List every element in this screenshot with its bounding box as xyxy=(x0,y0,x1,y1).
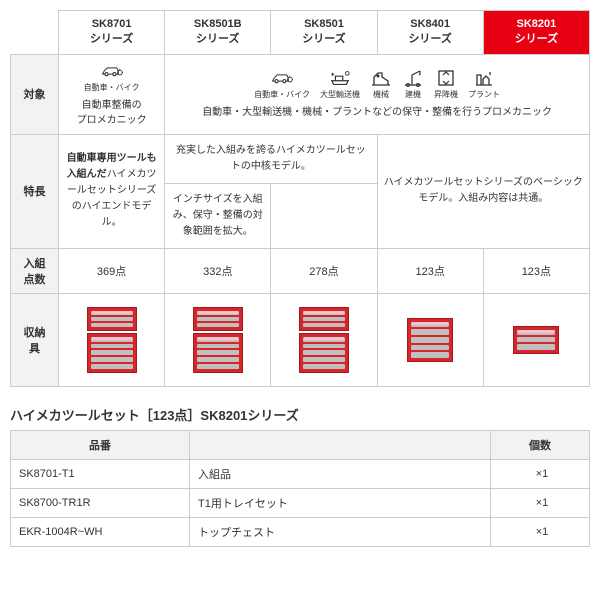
row-target-label: 対象 xyxy=(11,54,59,134)
count-0: 369点 xyxy=(59,248,165,293)
parts-row: SK8700-TR1RT1用トレイセット×1 xyxy=(11,488,590,517)
part-qty: ×1 xyxy=(491,517,590,546)
target-merged: 自動車・バイク 大型輸送機 機械 建機 昇降機 プラント 自動車・大型輸送機・機… xyxy=(165,54,590,134)
feature-sk8501b-bottom: インチサイズを入組み、保守・整備の対象範囲を拡大。 xyxy=(165,183,271,248)
robot-icon: 機械 xyxy=(370,68,392,101)
storage-4 xyxy=(483,293,589,386)
part-name: トップチェスト xyxy=(190,517,491,546)
series-comparison-table: SK8701シリーズ SK8501Bシリーズ SK8501シリーズ SK8401… xyxy=(10,10,590,387)
part-qty: ×1 xyxy=(491,488,590,517)
part-qty: ×1 xyxy=(491,459,590,488)
col-sk8201: SK8201シリーズ xyxy=(483,11,589,55)
part-no: SK8701-T1 xyxy=(11,459,190,488)
parts-row: EKR-1004R~WHトップチェスト×1 xyxy=(11,517,590,546)
feature-basic: ハイメカツールセットシリーズのベーシックモデル。入組み内容は共通。 xyxy=(377,134,589,248)
crane-icon: 建機 xyxy=(402,68,424,101)
storage-3 xyxy=(377,293,483,386)
count-4: 123点 xyxy=(483,248,589,293)
count-2: 278点 xyxy=(271,248,377,293)
part-name: 入組品 xyxy=(190,459,491,488)
parts-col-part: 品番 xyxy=(11,430,190,459)
storage-0 xyxy=(59,293,165,386)
feature-sk8701: 自動車専用ツールも入組んだハイメカツールセットシリーズのハイエンドモデル。 xyxy=(59,134,165,248)
col-sk8701: SK8701シリーズ xyxy=(59,11,165,55)
lift-icon: 昇降機 xyxy=(434,68,458,101)
target-sk8701: 自動車・バイク 自動車整備の プロメカニック xyxy=(59,54,165,134)
storage-row: 収納 具 xyxy=(11,293,590,386)
target-merged-text: 自動車・大型輸送機・機械・プラントなどの保守・整備を行うプロメカニック xyxy=(169,105,585,120)
row-count-label: 入組 点数 xyxy=(11,248,59,293)
storage-2 xyxy=(271,293,377,386)
feature-mid-top: 充実した入組みを誇るハイメカツールセットの中核モデル。 xyxy=(165,134,377,183)
parts-table: 品番 個数 SK8701-T1入組品×1SK8700-TR1RT1用トレイセット… xyxy=(10,430,590,547)
row-storage-label: 収納 具 xyxy=(11,293,59,386)
storage-1 xyxy=(165,293,271,386)
target-sk8701-text: 自動車整備の プロメカニック xyxy=(63,98,160,128)
car-bike-icon: 自動車・バイク xyxy=(254,68,310,101)
ship-icon: 大型輸送機 xyxy=(320,68,360,101)
col-sk8501b: SK8501Bシリーズ xyxy=(165,11,271,55)
count-3: 123点 xyxy=(377,248,483,293)
plant-icon: プラント xyxy=(468,68,500,101)
part-no: EKR-1004R~WH xyxy=(11,517,190,546)
row-feature-label: 特長 xyxy=(11,134,59,248)
car-bike-icon: 自動車・バイク xyxy=(84,61,140,94)
feature-sk8501-bottom xyxy=(271,183,377,248)
parts-col-qty: 個数 xyxy=(491,430,590,459)
part-name: T1用トレイセット xyxy=(190,488,491,517)
part-no: SK8700-TR1R xyxy=(11,488,190,517)
parts-row: SK8701-T1入組品×1 xyxy=(11,459,590,488)
section-title: ハイメカツールセット［123点］SK8201シリーズ xyxy=(10,405,590,424)
col-sk8501: SK8501シリーズ xyxy=(271,11,377,55)
parts-col-name xyxy=(190,430,491,459)
header-row: SK8701シリーズ SK8501Bシリーズ SK8501シリーズ SK8401… xyxy=(11,11,590,55)
count-1: 332点 xyxy=(165,248,271,293)
col-sk8401: SK8401シリーズ xyxy=(377,11,483,55)
